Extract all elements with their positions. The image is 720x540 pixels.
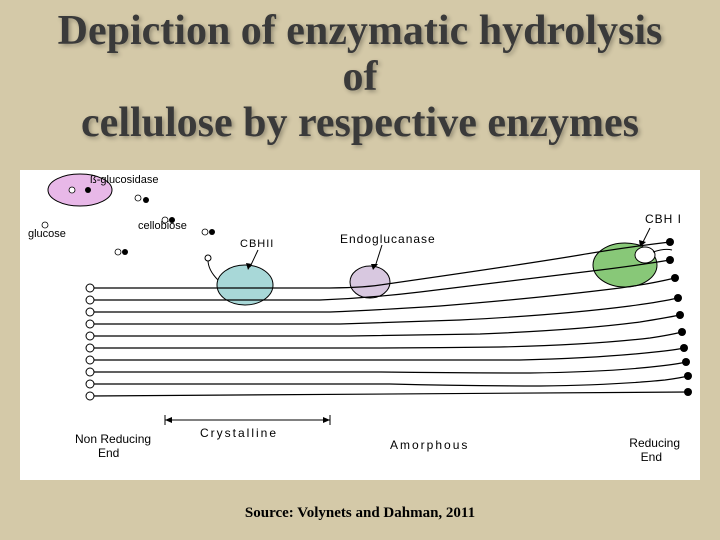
glucose-dot <box>135 195 141 201</box>
title-line-2: of <box>20 54 700 100</box>
label-non-reducing: Non Reducing <box>75 432 151 446</box>
label-amorphous: Amorphous <box>390 438 469 452</box>
cbh2-enzyme <box>217 265 273 305</box>
non-reducing-ends <box>86 284 94 400</box>
source-citation: Source: Volynets and Dahman, 2011 <box>0 505 720 522</box>
label-beta-glucosidase: ß-glucosidase <box>90 174 158 186</box>
label-glucose: glucose <box>28 228 66 240</box>
label-end-right: End <box>641 450 662 464</box>
title-line-3: cellulose by respective enzymes <box>20 100 700 146</box>
label-cellobiose: cellobiose <box>138 220 187 232</box>
page-title: Depiction of enzymatic hydrolysis of cel… <box>0 0 720 147</box>
title-line-1: Depiction of enzymatic hydrolysis <box>20 8 700 54</box>
label-crystalline: Crystalline <box>200 426 278 440</box>
label-end-left: End <box>98 446 119 460</box>
endoglucanase-enzyme <box>350 266 390 298</box>
label-endoglucanase: Endoglucanase <box>340 232 436 246</box>
label-cbh2: CBHII <box>240 238 274 250</box>
label-reducing: Reducing <box>629 436 680 450</box>
label-cbh1: CBH I <box>645 212 682 226</box>
diagram-panel: ß-glucosidase glucose cellobiose CBHII E… <box>20 170 700 480</box>
glucose-dot <box>143 197 149 203</box>
